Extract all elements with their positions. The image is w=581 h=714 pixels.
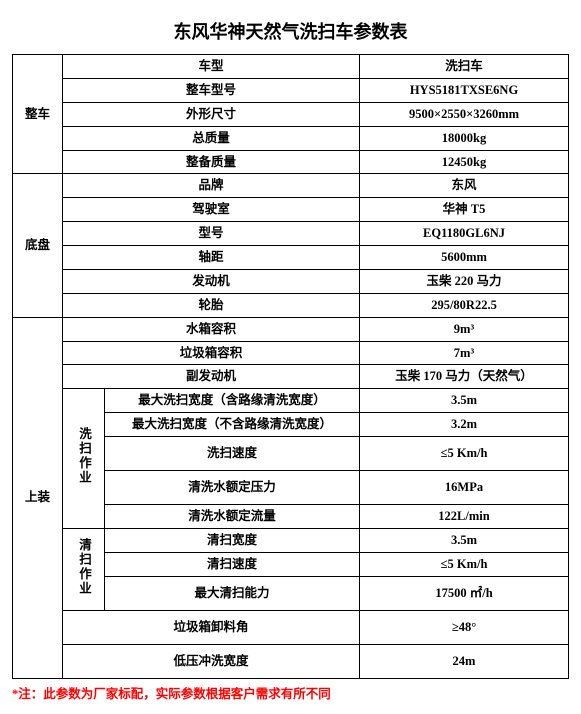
row-label: 整备质量	[63, 150, 360, 174]
row-value: 洗扫车	[360, 55, 569, 79]
row-value: 18000kg	[360, 126, 569, 150]
row-label: 最大洗扫宽度（含路缘清洗宽度）	[105, 389, 360, 413]
row-value: EQ1180GL6NJ	[360, 222, 569, 246]
row-label: 型号	[63, 222, 360, 246]
row-label: 垃圾箱容积	[63, 341, 360, 365]
row-label: 水箱容积	[63, 317, 360, 341]
row-value: 122L/min	[360, 505, 569, 529]
row-value: 9500×2550×3260mm	[360, 102, 569, 126]
row-label: 最大洗扫宽度（不含路缘清洗宽度）	[105, 413, 360, 437]
row-label: 整车型号	[63, 78, 360, 102]
row-label: 轴距	[63, 246, 360, 270]
row-value: 24m	[360, 644, 569, 678]
row-label: 清洗水额定流量	[105, 505, 360, 529]
row-value: ≤5 Km/h	[360, 552, 569, 576]
row-value: 玉柴 220 马力	[360, 269, 569, 293]
row-label: 轮胎	[63, 293, 360, 317]
row-label: 发动机	[63, 269, 360, 293]
footnote: *注：此参数为厂家标配，实际参数根据客户需求有所不同	[12, 683, 569, 702]
row-value: 16MPa	[360, 471, 569, 505]
row-value: 17500 ㎡/h	[360, 576, 569, 610]
row-label: 品牌	[63, 174, 360, 198]
group-chassis: 底盘	[13, 174, 63, 317]
row-label: 最大清扫能力	[105, 576, 360, 610]
row-value: 295/80R22.5	[360, 293, 569, 317]
row-label: 低压冲洗宽度	[63, 644, 360, 678]
row-label: 车型	[63, 55, 360, 79]
page-title: 东风华神天然气洗扫车参数表	[12, 18, 569, 44]
row-label: 总质量	[63, 126, 360, 150]
row-value: 12450kg	[360, 150, 569, 174]
row-value: 3.5m	[360, 528, 569, 552]
row-value: 东风	[360, 174, 569, 198]
row-value: ≤5 Km/h	[360, 437, 569, 471]
row-value: 7m³	[360, 341, 569, 365]
row-value: 5600mm	[360, 246, 569, 270]
row-label: 垃圾箱卸料角	[63, 610, 360, 644]
row-value: ≥48°	[360, 610, 569, 644]
row-label: 副发动机	[63, 365, 360, 389]
subgroup-sweep: 洗扫作业	[63, 389, 105, 529]
subgroup-clean: 清扫作业	[63, 528, 105, 610]
spec-table: 整车 车型 洗扫车 整车型号 HYS5181TXSE6NG 外形尺寸 9500×…	[12, 54, 569, 679]
group-vehicle: 整车	[13, 55, 63, 174]
group-upper: 上装	[13, 317, 63, 678]
row-label: 清扫速度	[105, 552, 360, 576]
row-label: 驾驶室	[63, 198, 360, 222]
row-label: 外形尺寸	[63, 102, 360, 126]
row-value: 3.2m	[360, 413, 569, 437]
row-value: 3.5m	[360, 389, 569, 413]
row-label: 洗扫速度	[105, 437, 360, 471]
row-value: 华神 T5	[360, 198, 569, 222]
row-value: 9m³	[360, 317, 569, 341]
row-label: 清扫宽度	[105, 528, 360, 552]
row-value: HYS5181TXSE6NG	[360, 78, 569, 102]
row-label: 清洗水额定压力	[105, 471, 360, 505]
row-value: 玉柴 170 马力（天然气）	[360, 365, 569, 389]
